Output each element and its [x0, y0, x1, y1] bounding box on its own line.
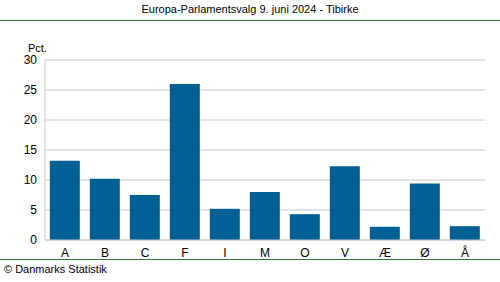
svg-text:15: 15	[24, 143, 38, 157]
svg-text:10: 10	[24, 173, 38, 187]
html-text:Pct.: Pct.	[28, 42, 47, 54]
html-text:Europa-Parlamentsvalg 9. juni: Europa-Parlamentsvalg 9. juni 2024 - Tib…	[141, 3, 359, 15]
svg-text:A: A	[61, 246, 69, 260]
svg-text:Æ: Æ	[379, 246, 391, 260]
svg-text:F: F	[181, 246, 188, 260]
svg-text:30: 30	[24, 53, 38, 67]
svg-text:25: 25	[24, 83, 38, 97]
svg-text:I: I	[223, 246, 226, 260]
html-text:© Danmarks Statistik: © Danmarks Statistik	[4, 263, 107, 275]
svg-text:20: 20	[24, 113, 38, 127]
svg-text:B: B	[101, 246, 109, 260]
svg-text:Ø: Ø	[420, 246, 429, 260]
svg-text:0: 0	[30, 233, 37, 247]
svg-text:C: C	[141, 246, 150, 260]
svg-text:V: V	[341, 246, 349, 260]
svg-text:O: O	[300, 246, 309, 260]
svg-text:5: 5	[30, 203, 37, 217]
svg-text:M: M	[260, 246, 270, 260]
svg-text:Å: Å	[461, 245, 469, 260]
